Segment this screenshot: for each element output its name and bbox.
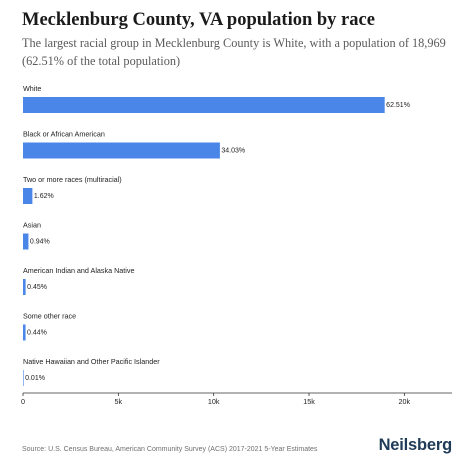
chart-subtitle: The largest racial group in Mecklenburg … <box>22 36 446 68</box>
value-label: 34.03% <box>221 147 245 154</box>
x-tick-label: 20k <box>399 397 411 406</box>
x-tick-label: 10k <box>208 397 220 406</box>
category-label: Asian <box>23 220 41 229</box>
value-label: 0.45% <box>27 284 47 291</box>
source-note: Source: U.S. Census Bureau, American Com… <box>22 446 318 453</box>
category-label: Native Hawaiian and Other Pacific Island… <box>23 357 160 366</box>
bar <box>23 279 26 295</box>
value-label: 0.94% <box>30 238 50 245</box>
category-label: Some other race <box>23 311 76 320</box>
category-label: White <box>23 84 41 93</box>
x-tick-label: 0 <box>21 397 25 406</box>
bar <box>23 97 385 113</box>
value-label: 0.01% <box>25 375 45 382</box>
bar <box>23 233 29 250</box>
chart-title: Mecklenburg County, VA population by rac… <box>22 10 375 30</box>
x-tick-label: 5k <box>115 397 123 406</box>
value-label: 1.62% <box>34 193 54 200</box>
bar <box>23 370 24 386</box>
category-label: Two or more races (multiracial) <box>23 175 122 184</box>
bar <box>23 324 26 341</box>
category-label: Black or African American <box>23 129 105 138</box>
brand-logo: Neilsberg <box>378 436 453 454</box>
bar <box>23 188 33 204</box>
bar <box>23 142 220 159</box>
category-label: American Indian and Alaska Native <box>23 266 134 275</box>
value-label: 0.44% <box>27 329 47 336</box>
x-tick-label: 15k <box>303 397 315 406</box>
value-label: 62.51% <box>386 102 410 109</box>
